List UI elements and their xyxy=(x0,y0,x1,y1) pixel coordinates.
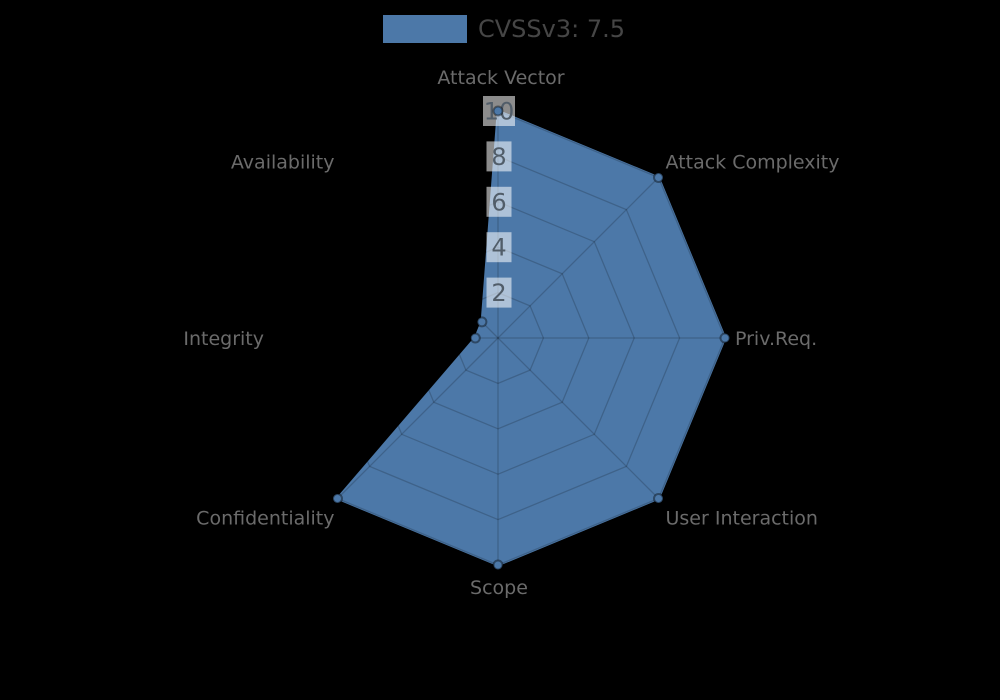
grid-ring xyxy=(406,246,590,430)
axis-label-scope: Scope xyxy=(470,577,528,599)
grid-ring xyxy=(361,201,635,475)
grid-ring xyxy=(315,155,681,521)
radial-tick-box xyxy=(486,232,512,263)
vertex-marker-availability xyxy=(476,316,488,328)
axis-label-attack-complexity: Attack Complexity xyxy=(666,152,840,174)
axis-label-user-interaction: User Interaction xyxy=(666,508,818,530)
axis-spoke-attack-complexity xyxy=(497,177,659,339)
vertex-marker-priv-req xyxy=(719,332,731,344)
axis-spoke-user-interaction xyxy=(497,337,659,499)
radial-tick-label: 4 xyxy=(491,234,506,262)
axis-label-attack-vector: Attack Vector xyxy=(437,67,564,89)
legend-label: CVSSv3: 7.5 xyxy=(478,15,625,43)
radial-tick-box xyxy=(486,277,512,308)
radial-tick-label: 2 xyxy=(491,279,506,307)
radial-tick-box xyxy=(486,186,512,217)
radial-tick-label: 8 xyxy=(491,143,506,171)
vertex-marker-attack-vector xyxy=(492,105,504,117)
axis-label-integrity: Integrity xyxy=(183,328,264,350)
axis-spoke-availability xyxy=(337,177,499,339)
vertex-marker-scope xyxy=(492,559,504,571)
legend: CVSSv3: 7.5 xyxy=(383,15,625,43)
grid-ring xyxy=(451,291,545,385)
axis-label-availability: Availability xyxy=(231,152,335,174)
axis-label-priv-req: Priv.Req. xyxy=(735,328,817,350)
vertex-marker-attack-complexity xyxy=(653,172,664,183)
legend-swatch xyxy=(383,15,467,43)
radial-tick-box xyxy=(486,141,512,172)
vertex-marker-confidentiality xyxy=(332,493,343,504)
vertex-marker-user-interaction xyxy=(653,493,664,504)
vertex-marker-integrity xyxy=(469,332,481,344)
axis-spoke-confidentiality xyxy=(337,337,499,499)
radial-tick-label: 6 xyxy=(491,188,506,216)
axis-label-confidentiality: Confidentiality xyxy=(196,508,334,530)
